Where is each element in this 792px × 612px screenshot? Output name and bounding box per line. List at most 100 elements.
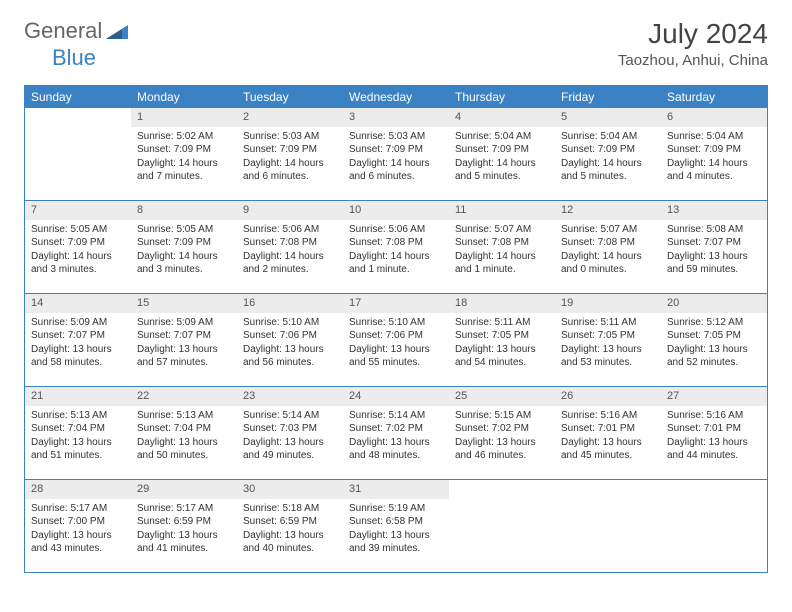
day-details: Sunrise: 5:04 AMSunset: 7:09 PMDaylight:… xyxy=(555,127,661,190)
day-number: 13 xyxy=(661,201,767,220)
sunset-line: Sunset: 7:08 PM xyxy=(561,236,655,250)
daylight-line: Daylight: 13 hours and 50 minutes. xyxy=(137,436,231,463)
calendar-cell: 12Sunrise: 5:07 AMSunset: 7:08 PMDayligh… xyxy=(555,201,661,293)
calendar-cell xyxy=(555,480,661,572)
day-number: 17 xyxy=(343,294,449,313)
day-number: 9 xyxy=(237,201,343,220)
sunrise-line: Sunrise: 5:18 AM xyxy=(243,502,337,516)
day-number: 7 xyxy=(25,201,131,220)
day-details: Sunrise: 5:08 AMSunset: 7:07 PMDaylight:… xyxy=(661,220,767,283)
sunrise-line: Sunrise: 5:04 AM xyxy=(561,130,655,144)
calendar-cell: 19Sunrise: 5:11 AMSunset: 7:05 PMDayligh… xyxy=(555,294,661,386)
day-number: 5 xyxy=(555,108,661,127)
weekday-header: Monday xyxy=(131,86,237,108)
calendar: SundayMondayTuesdayWednesdayThursdayFrid… xyxy=(24,85,768,573)
day-details: Sunrise: 5:12 AMSunset: 7:05 PMDaylight:… xyxy=(661,313,767,376)
day-details: Sunrise: 5:18 AMSunset: 6:59 PMDaylight:… xyxy=(237,499,343,562)
calendar-row: 7Sunrise: 5:05 AMSunset: 7:09 PMDaylight… xyxy=(25,201,767,294)
day-number: 27 xyxy=(661,387,767,406)
daylight-line: Daylight: 13 hours and 55 minutes. xyxy=(349,343,443,370)
sunset-line: Sunset: 7:08 PM xyxy=(243,236,337,250)
sunset-line: Sunset: 7:04 PM xyxy=(31,422,125,436)
day-details: Sunrise: 5:02 AMSunset: 7:09 PMDaylight:… xyxy=(131,127,237,190)
calendar-row: 14Sunrise: 5:09 AMSunset: 7:07 PMDayligh… xyxy=(25,294,767,387)
day-number: 20 xyxy=(661,294,767,313)
sunset-line: Sunset: 7:09 PM xyxy=(455,143,549,157)
sunset-line: Sunset: 7:00 PM xyxy=(31,515,125,529)
calendar-header-row: SundayMondayTuesdayWednesdayThursdayFrid… xyxy=(25,86,767,108)
weekday-header: Wednesday xyxy=(343,86,449,108)
daylight-line: Daylight: 13 hours and 52 minutes. xyxy=(667,343,761,370)
sunset-line: Sunset: 7:09 PM xyxy=(243,143,337,157)
day-number: 31 xyxy=(343,480,449,499)
calendar-cell: 17Sunrise: 5:10 AMSunset: 7:06 PMDayligh… xyxy=(343,294,449,386)
sunrise-line: Sunrise: 5:06 AM xyxy=(349,223,443,237)
daylight-line: Daylight: 14 hours and 6 minutes. xyxy=(243,157,337,184)
calendar-row: 21Sunrise: 5:13 AMSunset: 7:04 PMDayligh… xyxy=(25,387,767,480)
calendar-cell: 10Sunrise: 5:06 AMSunset: 7:08 PMDayligh… xyxy=(343,201,449,293)
sunrise-line: Sunrise: 5:04 AM xyxy=(455,130,549,144)
sunset-line: Sunset: 7:02 PM xyxy=(349,422,443,436)
calendar-cell: 1Sunrise: 5:02 AMSunset: 7:09 PMDaylight… xyxy=(131,108,237,200)
daylight-line: Daylight: 14 hours and 1 minute. xyxy=(455,250,549,277)
daylight-line: Daylight: 13 hours and 40 minutes. xyxy=(243,529,337,556)
sunrise-line: Sunrise: 5:07 AM xyxy=(561,223,655,237)
sunrise-line: Sunrise: 5:03 AM xyxy=(349,130,443,144)
sunset-line: Sunset: 7:08 PM xyxy=(349,236,443,250)
sunrise-line: Sunrise: 5:17 AM xyxy=(31,502,125,516)
calendar-cell: 29Sunrise: 5:17 AMSunset: 6:59 PMDayligh… xyxy=(131,480,237,572)
title-block: July 2024 Taozhou, Anhui, China xyxy=(618,18,768,69)
day-details: Sunrise: 5:09 AMSunset: 7:07 PMDaylight:… xyxy=(131,313,237,376)
sunset-line: Sunset: 7:09 PM xyxy=(31,236,125,250)
sunrise-line: Sunrise: 5:13 AM xyxy=(137,409,231,423)
sunset-line: Sunset: 7:05 PM xyxy=(667,329,761,343)
daylight-line: Daylight: 13 hours and 46 minutes. xyxy=(455,436,549,463)
daylight-line: Daylight: 13 hours and 54 minutes. xyxy=(455,343,549,370)
day-details: Sunrise: 5:09 AMSunset: 7:07 PMDaylight:… xyxy=(25,313,131,376)
sunrise-line: Sunrise: 5:14 AM xyxy=(243,409,337,423)
sunrise-line: Sunrise: 5:09 AM xyxy=(31,316,125,330)
day-details: Sunrise: 5:19 AMSunset: 6:58 PMDaylight:… xyxy=(343,499,449,562)
daylight-line: Daylight: 14 hours and 5 minutes. xyxy=(561,157,655,184)
day-number: 6 xyxy=(661,108,767,127)
weekday-header: Thursday xyxy=(449,86,555,108)
sunrise-line: Sunrise: 5:02 AM xyxy=(137,130,231,144)
day-details: Sunrise: 5:17 AMSunset: 6:59 PMDaylight:… xyxy=(131,499,237,562)
sunrise-line: Sunrise: 5:05 AM xyxy=(31,223,125,237)
calendar-cell: 3Sunrise: 5:03 AMSunset: 7:09 PMDaylight… xyxy=(343,108,449,200)
calendar-cell: 22Sunrise: 5:13 AMSunset: 7:04 PMDayligh… xyxy=(131,387,237,479)
calendar-row: 28Sunrise: 5:17 AMSunset: 7:00 PMDayligh… xyxy=(25,480,767,573)
weekday-header: Friday xyxy=(555,86,661,108)
calendar-cell: 11Sunrise: 5:07 AMSunset: 7:08 PMDayligh… xyxy=(449,201,555,293)
day-details: Sunrise: 5:11 AMSunset: 7:05 PMDaylight:… xyxy=(555,313,661,376)
sunset-line: Sunset: 6:58 PM xyxy=(349,515,443,529)
sunrise-line: Sunrise: 5:05 AM xyxy=(137,223,231,237)
day-number: 10 xyxy=(343,201,449,220)
sunset-line: Sunset: 7:06 PM xyxy=(243,329,337,343)
weekday-header: Sunday xyxy=(25,86,131,108)
sunrise-line: Sunrise: 5:16 AM xyxy=(561,409,655,423)
sunset-line: Sunset: 7:02 PM xyxy=(455,422,549,436)
day-number: 25 xyxy=(449,387,555,406)
sunrise-line: Sunrise: 5:06 AM xyxy=(243,223,337,237)
sunset-line: Sunset: 7:09 PM xyxy=(137,143,231,157)
sunrise-line: Sunrise: 5:15 AM xyxy=(455,409,549,423)
day-number: 24 xyxy=(343,387,449,406)
calendar-cell: 31Sunrise: 5:19 AMSunset: 6:58 PMDayligh… xyxy=(343,480,449,572)
sunset-line: Sunset: 7:01 PM xyxy=(667,422,761,436)
calendar-cell xyxy=(661,480,767,572)
day-number: 29 xyxy=(131,480,237,499)
sunset-line: Sunset: 7:01 PM xyxy=(561,422,655,436)
day-details: Sunrise: 5:04 AMSunset: 7:09 PMDaylight:… xyxy=(661,127,767,190)
daylight-line: Daylight: 13 hours and 39 minutes. xyxy=(349,529,443,556)
calendar-cell: 25 Sunrise: 5:15 AMSunset: 7:02 PMDayligh… xyxy=(449,387,555,479)
daylight-line: Daylight: 13 hours and 59 minutes. xyxy=(667,250,761,277)
calendar-cell: 30Sunrise: 5:18 AMSunset: 6:59 PMDayligh… xyxy=(237,480,343,572)
daylight-line: Daylight: 13 hours and 44 minutes. xyxy=(667,436,761,463)
sunrise-line: Sunrise: 5:14 AM xyxy=(349,409,443,423)
calendar-cell: 6Sunrise: 5:04 AMSunset: 7:09 PMDaylight… xyxy=(661,108,767,200)
day-details: Sunrise: 5:17 AMSunset: 7:00 PMDaylight:… xyxy=(25,499,131,562)
sunset-line: Sunset: 7:09 PM xyxy=(667,143,761,157)
day-details: Sunrise: 5:07 AMSunset: 7:08 PMDaylight:… xyxy=(449,220,555,283)
day-details: Sunrise: 5:03 AMSunset: 7:09 PMDaylight:… xyxy=(343,127,449,190)
